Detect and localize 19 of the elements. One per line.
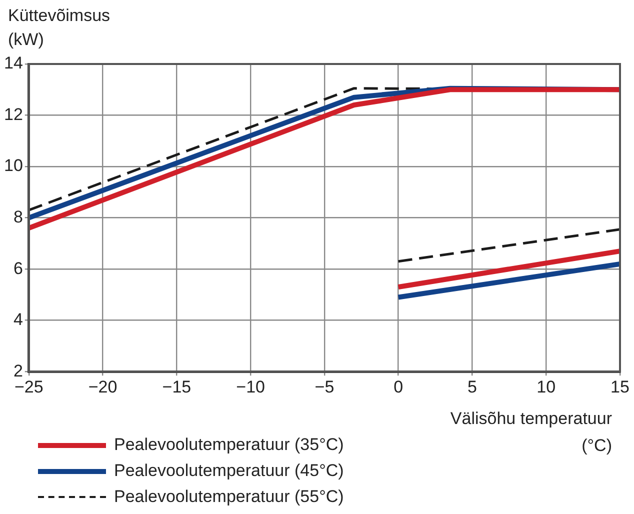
x-tick-label: −15	[162, 377, 192, 396]
y-tick-label: 14	[4, 54, 23, 73]
x-tick-label: −5	[314, 377, 334, 396]
x-tick-label: 10	[536, 377, 556, 396]
y-tick-label: 6	[13, 258, 23, 278]
x-tick-label: 0	[394, 377, 404, 396]
y-axis-title: Küttevõimsus (kW)	[8, 5, 110, 51]
y-tick-label: 8	[13, 207, 23, 226]
x-tick-label: −20	[88, 377, 118, 396]
y-tick-label: 10	[4, 156, 23, 176]
legend-label: Pealevoolutemperatuur (45°C)	[114, 461, 344, 481]
x-tick-label: −10	[236, 377, 265, 396]
x-axis-title: Välisõhu temperatuur (°C)	[450, 408, 612, 457]
y-tick-label: 12	[4, 104, 23, 124]
x-tick-label: 5	[467, 377, 477, 396]
legend-label: Pealevoolutemperatuur (55°C)	[114, 487, 344, 507]
x-tick-label: 15	[610, 377, 630, 396]
y-tick-label: 4	[13, 310, 23, 330]
legend-label: Pealevoolutemperatuur (35°C)	[114, 435, 344, 455]
